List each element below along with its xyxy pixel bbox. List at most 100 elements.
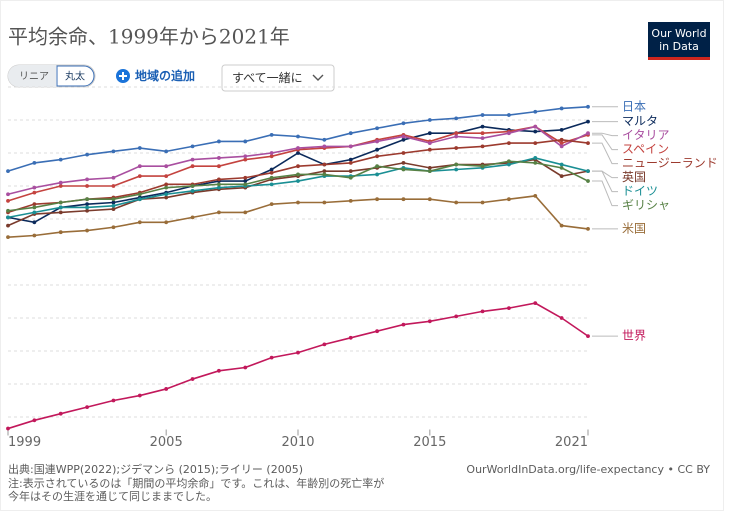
data-point: [269, 175, 274, 180]
data-point: [269, 182, 274, 187]
data-point: [243, 175, 248, 180]
data-point: [243, 210, 248, 215]
grouping-dropdown[interactable]: すべて一緒に: [221, 64, 335, 92]
data-point: [190, 144, 195, 149]
x-tick-label: 2015: [413, 435, 446, 450]
data-point: [6, 235, 10, 240]
data-point: [190, 157, 195, 162]
data-point: [296, 164, 300, 169]
data-point: [533, 161, 538, 165]
data-point: [85, 177, 89, 182]
data-point: [375, 329, 379, 334]
data-point: [348, 161, 353, 165]
data-point: [243, 365, 248, 370]
data-point: [6, 426, 10, 431]
data-point: [454, 131, 459, 136]
data-point: [217, 368, 221, 373]
data-point: [164, 149, 169, 154]
data-point: [586, 227, 590, 231]
data-point: [243, 157, 248, 162]
dropdown-label[interactable]: すべて一緒に: [232, 70, 303, 85]
data-point: [454, 134, 459, 139]
legend-label[interactable]: 世界: [622, 329, 646, 343]
data-point: [111, 398, 116, 403]
legend-label[interactable]: 英国: [622, 170, 646, 184]
data-point: [454, 200, 459, 205]
data-point: [559, 141, 564, 146]
legend-label[interactable]: イタリア: [622, 128, 670, 142]
data-point: [6, 208, 10, 213]
data-point: [217, 185, 221, 190]
toggle-linear[interactable]: リニア: [19, 72, 49, 83]
data-point: [401, 197, 406, 202]
x-tick-label: 2021: [555, 435, 588, 450]
source: 出典:国連WPP(2022);ジデマンら (2015);ライリー (2005): [8, 462, 303, 476]
data-point: [85, 205, 89, 210]
data-point: [6, 223, 10, 228]
data-point: [586, 334, 590, 339]
legend-label[interactable]: ギリシャ: [622, 198, 670, 212]
data-point: [375, 126, 379, 131]
legend-label[interactable]: 米国: [622, 221, 646, 235]
data-point: [164, 220, 169, 225]
logo-text: Our World: [651, 27, 706, 40]
data-point: [480, 309, 485, 314]
data-point: [507, 141, 511, 146]
source-url[interactable]: OurWorldInData.org/life-expectancy • CC …: [466, 463, 710, 476]
data-point: [111, 207, 116, 212]
data-point: [533, 301, 538, 306]
data-point: [322, 342, 327, 347]
data-point: [111, 225, 116, 230]
data-point: [427, 165, 432, 170]
data-point: [58, 184, 63, 188]
toggle-log[interactable]: 丸太: [65, 70, 85, 83]
data-point: [32, 205, 37, 210]
data-point: [217, 177, 221, 182]
data-point: [586, 169, 590, 174]
data-point: [85, 152, 89, 157]
data-point: [6, 198, 10, 203]
data-point: [243, 154, 248, 159]
data-point: [559, 106, 564, 111]
data-point: [401, 137, 406, 142]
data-point: [32, 190, 37, 195]
data-point: [507, 159, 511, 164]
data-point: [85, 228, 89, 233]
add-region-label[interactable]: 地域の追加: [135, 68, 195, 83]
legend-label[interactable]: ドイツ: [622, 184, 658, 198]
data-point: [480, 136, 485, 141]
data-point: [217, 156, 221, 160]
data-point: [559, 316, 564, 320]
data-point: [322, 169, 327, 174]
data-point: [111, 184, 116, 188]
legend-label[interactable]: マルタ: [622, 114, 658, 128]
data-point: [559, 144, 564, 149]
logo[interactable]: Our World in Data: [648, 22, 710, 60]
data-point: [533, 194, 538, 198]
data-point: [111, 200, 116, 205]
legend-label[interactable]: スペイン: [622, 142, 669, 156]
data-point: [58, 205, 63, 210]
legend-label[interactable]: 日本: [622, 99, 646, 113]
data-point: [586, 141, 590, 146]
data-point: [269, 202, 274, 207]
legend-label[interactable]: ニュージーランド: [622, 156, 718, 170]
data-point: [6, 192, 10, 197]
data-point: [454, 162, 459, 167]
data-point: [322, 162, 327, 167]
data-point: [427, 131, 432, 136]
label-connector: [592, 142, 618, 165]
data-point: [85, 202, 89, 207]
data-point: [454, 116, 459, 121]
note: 今年はその生涯を通じて同じままでした。: [8, 489, 217, 503]
data-point: [6, 215, 10, 220]
add-region[interactable]: 地域の追加: [116, 68, 195, 83]
data-point: [586, 131, 590, 136]
data-point: [348, 157, 353, 162]
data-point: [190, 164, 195, 169]
data-point: [58, 157, 63, 162]
data-point: [164, 164, 169, 169]
data-point: [533, 124, 538, 129]
data-point: [401, 167, 406, 172]
